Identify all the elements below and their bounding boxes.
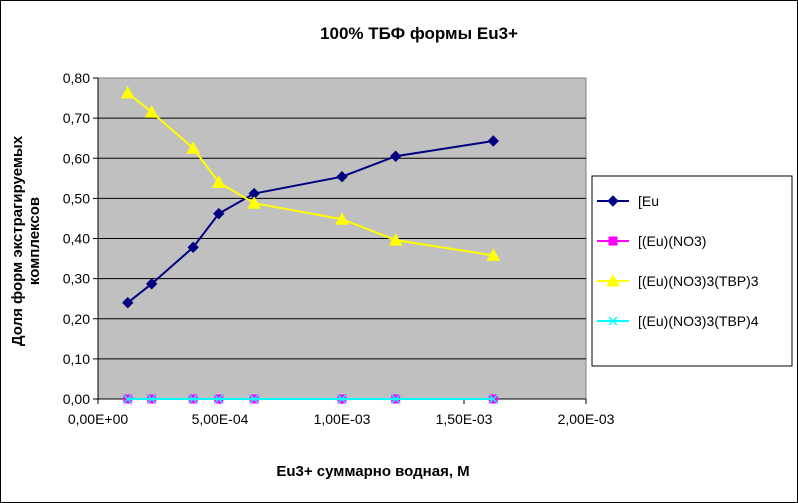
x-marker-stroke — [608, 316, 618, 326]
data-point — [211, 175, 226, 188]
y-tick-label: 0,70 — [63, 110, 90, 126]
x-marker-stroke — [123, 394, 133, 404]
data-point — [147, 394, 157, 404]
legend-entry-4: [(Eu)(NO3)3(TBP)4 — [597, 313, 759, 329]
x-marker-stroke — [337, 394, 347, 404]
x-marker-stroke — [488, 394, 498, 404]
series-line — [127, 92, 494, 257]
data-point — [486, 248, 501, 261]
legend-box — [591, 175, 793, 367]
legend-label: [(Eu)(NO3)3(TBP)3 — [638, 273, 759, 289]
data-point — [391, 394, 401, 404]
data-point — [336, 171, 348, 183]
svg-text:Доля форм экстрагируемых: Доля форм экстрагируемых — [9, 135, 26, 346]
data-point — [123, 394, 133, 404]
series-4 — [123, 394, 498, 404]
data-point — [488, 394, 498, 404]
y-tick-label: 0,30 — [63, 271, 90, 287]
data-point — [120, 85, 135, 99]
data-point — [389, 150, 402, 162]
legend-entries: [Eu [(Eu)(NO3) [(Eu)(NO3)3(TBP)3 [(Eu)(NO3)… — [597, 193, 759, 329]
y-tick-label: 0,00 — [63, 391, 90, 407]
y-axis-label: Доля форм экстрагируемых комплексов — [9, 135, 43, 346]
x-marker-stroke — [391, 394, 401, 404]
y-tick-label: 0,40 — [63, 231, 90, 247]
x-marker-stroke — [188, 394, 198, 404]
x-tick-label: 2,00E-03 — [558, 411, 615, 427]
x-marker-stroke — [214, 394, 224, 404]
legend-marker — [608, 236, 618, 246]
axes: 0,00 0,10 0,20 0,30 0,40 0,50 0,60 0,70 0,80 0,00… — [63, 70, 615, 427]
y-tick-label: 0,20 — [63, 311, 90, 327]
data-point — [487, 135, 499, 147]
data-point — [247, 196, 262, 209]
x-tick-label: 0,00E+00 — [68, 411, 129, 427]
data-point — [388, 233, 403, 246]
chart-title: 100% ТБФ формы Eu3+ — [320, 24, 518, 43]
series-layer — [120, 85, 501, 404]
data-point — [144, 105, 159, 118]
y-tick-label: 0,80 — [63, 70, 90, 86]
data-point — [214, 394, 224, 404]
y-tick-label: 0,10 — [63, 351, 90, 367]
data-point — [337, 394, 347, 404]
data-point — [122, 296, 134, 309]
series-line — [127, 140, 494, 304]
legend-label: [(Eu)(NO3) — [638, 233, 706, 249]
x-tick-label: 1,50E-03 — [436, 411, 493, 427]
svg-text:комплексов: комплексов — [26, 197, 43, 285]
legend-marker — [607, 195, 619, 207]
legend: [Eu [(Eu)(NO3) [(Eu)(NO3)3(TBP)3 [(Eu)(NO3)… — [591, 175, 793, 367]
legend-marker — [606, 273, 620, 287]
series-3 — [120, 85, 501, 261]
x-tick-label: 5,00E-04 — [192, 411, 249, 427]
grid-lines — [98, 117, 586, 360]
data-point — [188, 394, 198, 404]
x-marker-stroke — [147, 394, 157, 404]
legend-label: [Eu — [638, 193, 659, 209]
x-marker-stroke — [249, 394, 259, 404]
data-point — [335, 212, 349, 225]
y-tick-label: 0,60 — [63, 150, 90, 166]
legend-entry-2: [(Eu)(NO3) — [597, 233, 706, 249]
legend-entry-1: [Eu — [597, 193, 659, 209]
data-point — [249, 394, 259, 404]
legend-entry-3: [(Eu)(NO3)3(TBP)3 — [597, 273, 759, 289]
data-point — [187, 241, 199, 254]
x-axis-label: Eu3+ суммарно водная, М — [276, 463, 469, 480]
data-point — [186, 141, 201, 154]
data-point — [145, 278, 158, 290]
legend-label: [(Eu)(NO3)3(TBP)4 — [638, 313, 759, 329]
y-tick-label: 0,50 — [63, 190, 90, 206]
legend-marker — [608, 316, 618, 326]
series-1 — [122, 135, 499, 309]
data-point — [213, 207, 225, 220]
x-tick-label: 1,00E-03 — [314, 411, 371, 427]
